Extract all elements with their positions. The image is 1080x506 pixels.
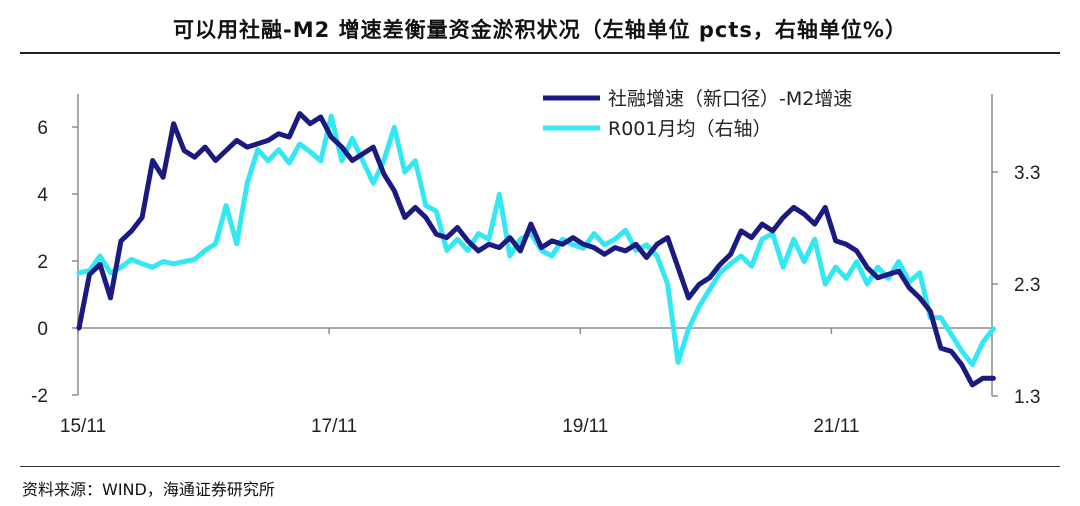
page-title: 可以用社融-M2 增速差衡量资金淤积状况（左轴单位 pcts，右轴单位%） [173, 18, 907, 42]
left-tick-label: 6 [37, 118, 48, 139]
legend-label-r001: R001月均（右轴） [608, 118, 771, 140]
left-tick-group: 6 4 2 0 -2 [31, 118, 78, 407]
chart-axes [77, 94, 993, 396]
series-line-tsf-m2 [76, 111, 996, 388]
x-tick-label: 19/11 [562, 416, 608, 437]
chart-legend: 社融增速（新口径）-M2增速 R001月均（右轴） [543, 88, 852, 140]
x-tick-label: 17/11 [311, 416, 357, 437]
title-divider [20, 52, 1060, 54]
footer-divider [20, 466, 1060, 467]
left-tick-label: 4 [37, 185, 48, 206]
x-tick-label: 21/11 [813, 416, 859, 437]
right-tick-label: 1.3 [1014, 387, 1040, 408]
series-line-r001 [76, 113, 996, 368]
right-tick-group: 3.3 2.3 1.3 [992, 163, 1040, 408]
right-tick-label: 2.3 [1014, 275, 1040, 296]
legend-label-tsf-m2: 社融增速（新口径）-M2增速 [608, 88, 852, 110]
x-tick-label: 15/11 [60, 416, 106, 437]
right-tick-label: 3.3 [1014, 163, 1040, 184]
left-tick-label: -2 [31, 386, 48, 407]
source-note: 资料来源：WIND，海通证券研究所 [22, 480, 275, 499]
x-tick-group: 15/11 17/11 19/11 21/11 [60, 328, 859, 437]
left-tick-label: 2 [37, 252, 48, 273]
left-tick-label: 0 [37, 319, 48, 340]
